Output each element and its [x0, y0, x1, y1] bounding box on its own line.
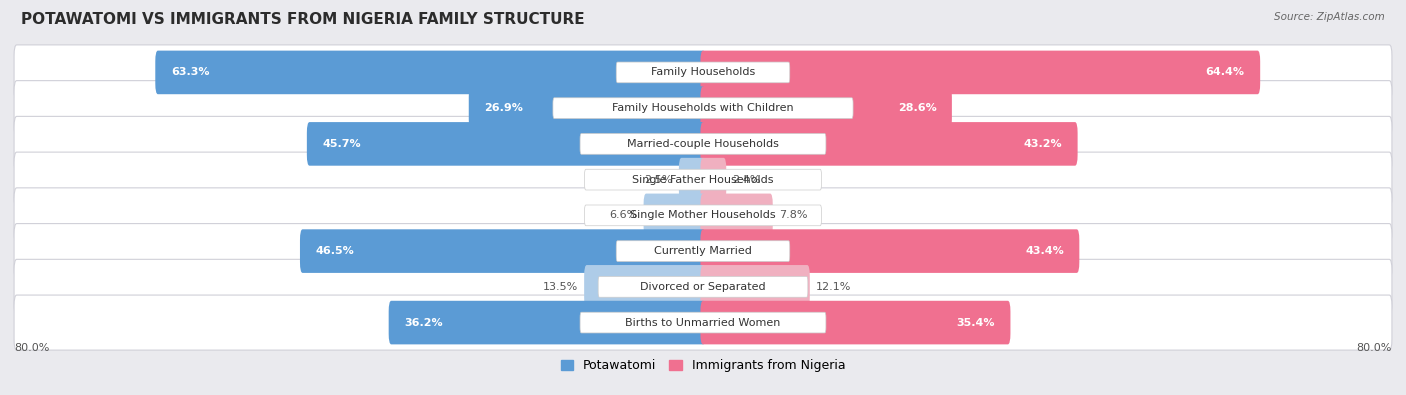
FancyBboxPatch shape [14, 260, 1392, 314]
FancyBboxPatch shape [644, 194, 706, 237]
FancyBboxPatch shape [299, 229, 706, 273]
FancyBboxPatch shape [585, 169, 821, 190]
Text: 7.8%: 7.8% [779, 211, 807, 220]
Text: 80.0%: 80.0% [1357, 343, 1392, 353]
Text: 13.5%: 13.5% [543, 282, 578, 292]
FancyBboxPatch shape [679, 158, 706, 201]
FancyBboxPatch shape [700, 301, 1011, 344]
FancyBboxPatch shape [14, 152, 1392, 207]
Text: Single Mother Households: Single Mother Households [630, 211, 776, 220]
Text: 12.1%: 12.1% [815, 282, 851, 292]
FancyBboxPatch shape [553, 98, 853, 118]
Text: Married-couple Households: Married-couple Households [627, 139, 779, 149]
Text: 45.7%: 45.7% [322, 139, 361, 149]
Text: 26.9%: 26.9% [484, 103, 523, 113]
FancyBboxPatch shape [14, 45, 1392, 100]
FancyBboxPatch shape [616, 241, 790, 261]
Text: 35.4%: 35.4% [956, 318, 995, 327]
FancyBboxPatch shape [14, 81, 1392, 135]
Text: 36.2%: 36.2% [404, 318, 443, 327]
FancyBboxPatch shape [581, 134, 825, 154]
Text: POTAWATOMI VS IMMIGRANTS FROM NIGERIA FAMILY STRUCTURE: POTAWATOMI VS IMMIGRANTS FROM NIGERIA FA… [21, 12, 585, 27]
FancyBboxPatch shape [14, 224, 1392, 278]
FancyBboxPatch shape [700, 51, 1260, 94]
FancyBboxPatch shape [616, 62, 790, 83]
Text: 43.4%: 43.4% [1025, 246, 1064, 256]
FancyBboxPatch shape [468, 87, 706, 130]
Text: 6.6%: 6.6% [609, 211, 637, 220]
Text: 43.2%: 43.2% [1024, 139, 1062, 149]
Text: 80.0%: 80.0% [14, 343, 49, 353]
FancyBboxPatch shape [700, 122, 1077, 166]
Text: Source: ZipAtlas.com: Source: ZipAtlas.com [1274, 12, 1385, 22]
FancyBboxPatch shape [388, 301, 706, 344]
Text: 2.5%: 2.5% [644, 175, 673, 184]
FancyBboxPatch shape [307, 122, 706, 166]
Text: 46.5%: 46.5% [315, 246, 354, 256]
Text: Divorced or Separated: Divorced or Separated [640, 282, 766, 292]
FancyBboxPatch shape [700, 194, 773, 237]
Text: 28.6%: 28.6% [897, 103, 936, 113]
FancyBboxPatch shape [14, 188, 1392, 243]
Text: 64.4%: 64.4% [1206, 68, 1244, 77]
Text: Family Households: Family Households [651, 68, 755, 77]
FancyBboxPatch shape [14, 117, 1392, 171]
FancyBboxPatch shape [700, 158, 727, 201]
Text: 2.4%: 2.4% [733, 175, 761, 184]
FancyBboxPatch shape [585, 205, 821, 226]
FancyBboxPatch shape [14, 295, 1392, 350]
FancyBboxPatch shape [581, 312, 825, 333]
FancyBboxPatch shape [583, 265, 706, 308]
FancyBboxPatch shape [155, 51, 706, 94]
FancyBboxPatch shape [700, 87, 952, 130]
FancyBboxPatch shape [598, 276, 808, 297]
Text: 63.3%: 63.3% [170, 68, 209, 77]
FancyBboxPatch shape [700, 265, 810, 308]
Text: Family Households with Children: Family Households with Children [612, 103, 794, 113]
Text: Currently Married: Currently Married [654, 246, 752, 256]
Text: Births to Unmarried Women: Births to Unmarried Women [626, 318, 780, 327]
FancyBboxPatch shape [700, 229, 1080, 273]
Text: Single Father Households: Single Father Households [633, 175, 773, 184]
Legend: Potawatomi, Immigrants from Nigeria: Potawatomi, Immigrants from Nigeria [555, 354, 851, 377]
